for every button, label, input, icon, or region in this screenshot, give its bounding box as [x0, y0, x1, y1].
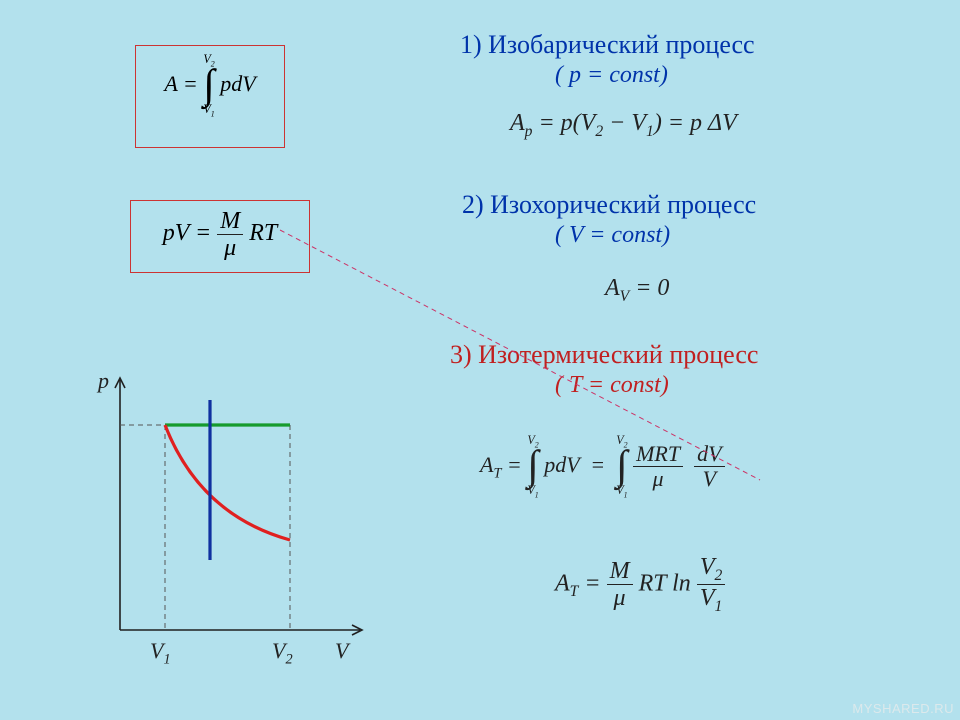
- watermark: MYSHARED.RU: [852, 701, 954, 716]
- pv-chart: [90, 370, 370, 660]
- axis-v1-label: V1: [150, 638, 171, 668]
- axis-p-label: p: [98, 368, 109, 394]
- isotherm-curve: [165, 425, 290, 540]
- axis-v2-label: V2: [272, 638, 293, 668]
- axis-v-label: V: [335, 638, 348, 664]
